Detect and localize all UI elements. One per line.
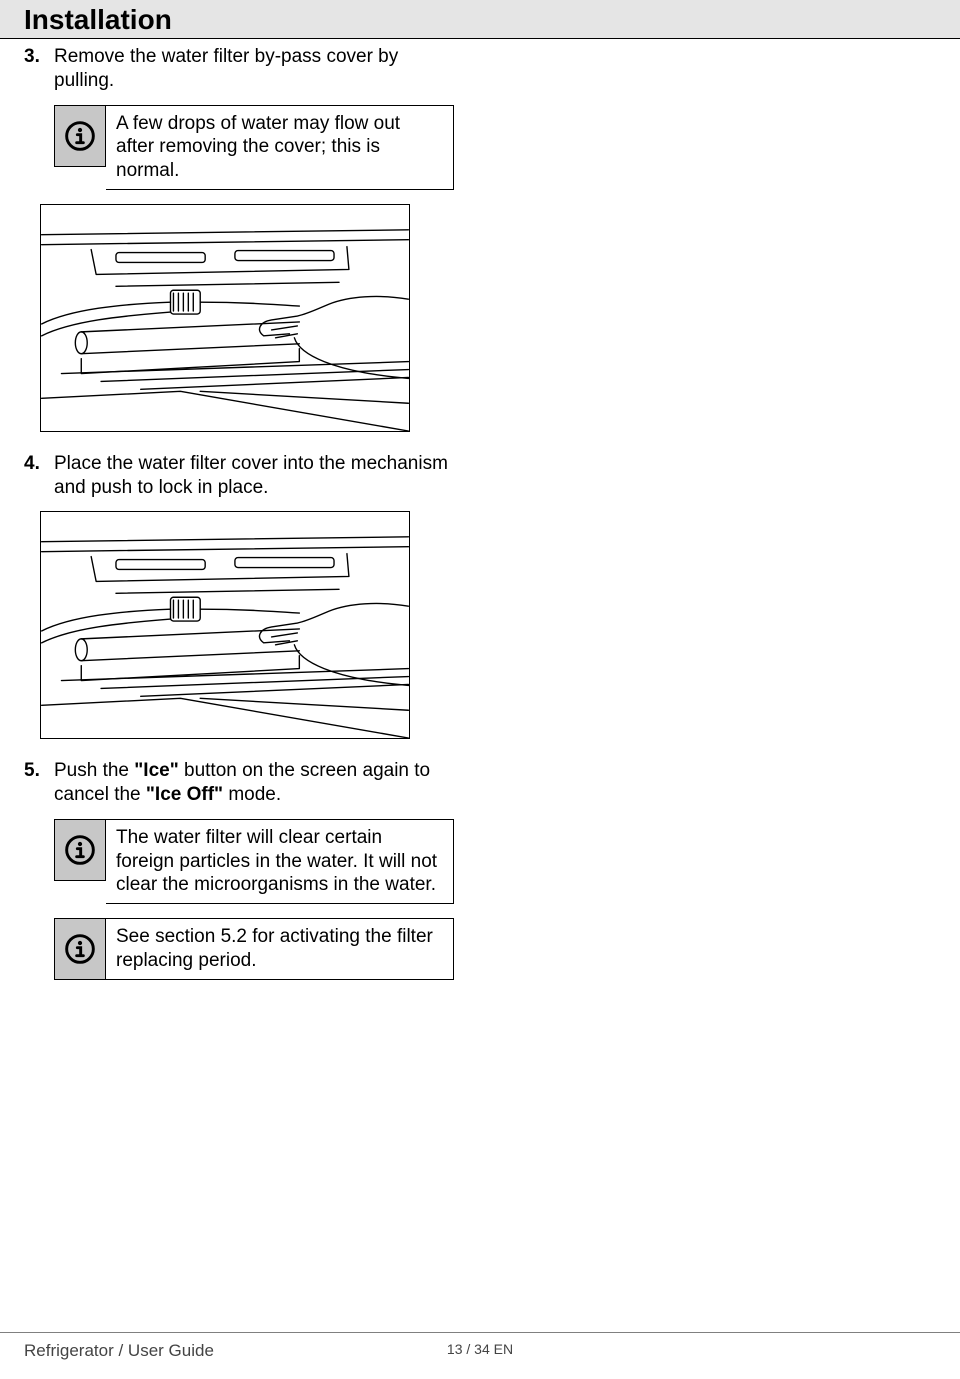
info-note-3: See section 5.2 for activating the filte…: [54, 918, 454, 980]
info-icon: [54, 918, 106, 980]
footer-left: Refrigerator / User Guide: [24, 1341, 214, 1361]
ice-off-label: "Ice Off": [146, 784, 223, 805]
info-note-3-text: See section 5.2 for activating the filte…: [106, 918, 454, 980]
info-note-2: The water filter will clear certain fore…: [54, 819, 454, 904]
step-4: 4. Place the water filter cover into the…: [24, 452, 454, 500]
step-5: 5. Push the "Ice" button on the screen a…: [24, 759, 454, 807]
step-5-number: 5.: [24, 759, 54, 807]
step-4-text: Place the water filter cover into the me…: [54, 452, 454, 500]
info-note-1-text: A few drops of water may flow out after …: [106, 105, 454, 190]
step-3-text: Remove the water filter by-pass cover by…: [54, 45, 454, 93]
page-footer: Refrigerator / User Guide 13 / 34 EN: [0, 1332, 960, 1379]
step-4-number: 4.: [24, 452, 54, 500]
illustration-step-4: [40, 511, 410, 739]
ice-label: "Ice": [134, 760, 178, 781]
step-3-number: 3.: [24, 45, 54, 93]
section-title: Installation: [0, 4, 950, 36]
info-note-2-text: The water filter will clear certain fore…: [106, 819, 454, 904]
section-header: Installation: [0, 0, 960, 39]
info-icon: [54, 105, 106, 167]
footer-page-number: 13 / 34 EN: [447, 1341, 513, 1357]
step-3: 3. Remove the water filter by-pass cover…: [24, 45, 454, 93]
info-icon: [54, 819, 106, 881]
info-note-1: A few drops of water may flow out after …: [54, 105, 454, 190]
step-5-text: Push the "Ice" button on the screen agai…: [54, 759, 454, 807]
illustration-step-3: [40, 204, 410, 432]
